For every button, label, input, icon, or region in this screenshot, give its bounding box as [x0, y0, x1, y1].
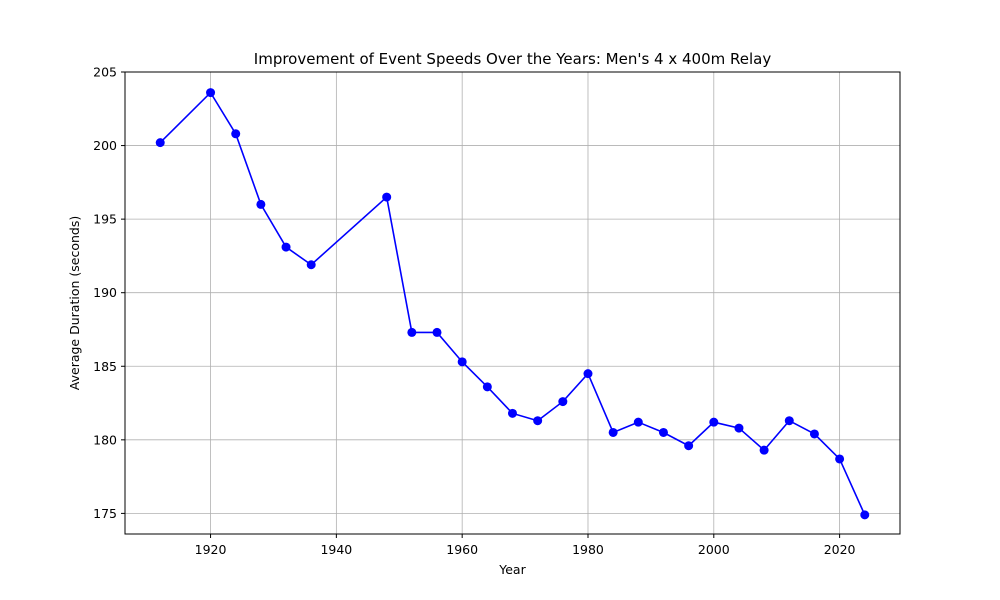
x-tick-label: 1980 — [572, 542, 604, 557]
data-point — [734, 423, 744, 433]
x-tick-label: 1940 — [320, 542, 352, 557]
data-point — [684, 441, 694, 451]
axis-ticks: 1920 1940 1960 1980 2000 2020 175 180 185 190 195 2… — [93, 65, 855, 558]
data-point — [784, 416, 794, 426]
series-layer — [155, 88, 870, 520]
data-point — [482, 382, 492, 392]
y-axis-label: Average Duration (seconds) — [67, 216, 82, 390]
data-point — [759, 445, 769, 455]
data-point — [281, 242, 291, 252]
data-point — [583, 369, 593, 379]
data-point — [306, 260, 316, 270]
data-point — [508, 408, 517, 418]
series-line — [159, 91, 866, 516]
data-point — [256, 199, 266, 209]
data-point — [860, 510, 870, 520]
y-tick-label: 190 — [93, 285, 117, 300]
x-tick-label: 1960 — [446, 542, 478, 557]
data-point — [835, 454, 845, 464]
data-point — [658, 427, 668, 437]
chart-title: Improvement of Event Speeds Over the Yea… — [254, 50, 772, 68]
data-point — [809, 429, 819, 439]
plot-frame — [124, 71, 901, 535]
data-point — [533, 416, 543, 426]
x-tick-label: 2020 — [824, 542, 856, 557]
y-tick-label: 200 — [93, 138, 117, 153]
y-tick-label: 180 — [93, 432, 117, 447]
data-point — [206, 88, 216, 98]
x-tick-label: 2000 — [698, 542, 730, 557]
y-tick-label: 195 — [93, 212, 117, 227]
data-point — [407, 327, 417, 337]
y-tick-label: 185 — [93, 359, 117, 374]
data-point — [608, 427, 618, 437]
data-point — [709, 417, 719, 427]
data-point — [155, 138, 165, 148]
data-point — [432, 327, 442, 337]
y-tick-label: 205 — [93, 65, 117, 80]
data-point — [382, 192, 392, 202]
data-point — [231, 129, 241, 139]
data-point — [558, 397, 568, 407]
x-axis-label: Year — [498, 562, 526, 577]
y-tick-label: 175 — [93, 506, 117, 521]
data-point — [633, 417, 643, 427]
x-tick-label: 1920 — [195, 542, 227, 557]
data-point — [457, 357, 467, 367]
grid — [125, 71, 900, 534]
